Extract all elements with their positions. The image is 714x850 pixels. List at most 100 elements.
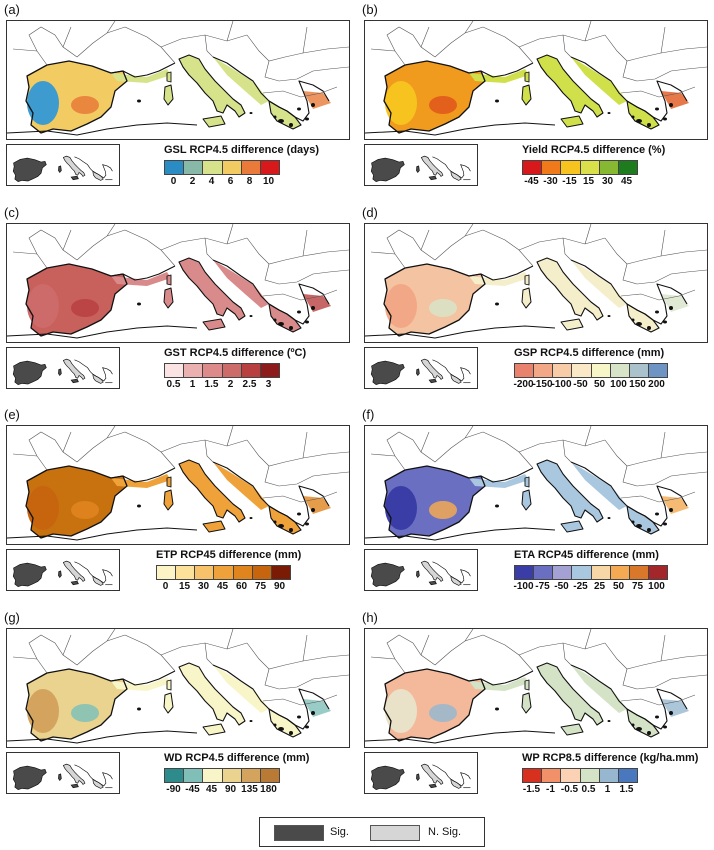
legend-swatch (618, 161, 638, 174)
legend-tick-label: 150 (629, 379, 646, 390)
legend-tick-label: 100 (610, 379, 627, 390)
legend-color-bar (164, 768, 280, 783)
legend-tick-label: -1 (546, 784, 555, 795)
western-iberia-region (385, 689, 417, 733)
legend-swatch (271, 566, 290, 579)
significance-inset-map (6, 752, 120, 794)
panel-label: (f) (362, 407, 375, 422)
legend-color-bar (156, 565, 291, 580)
italy-region (537, 460, 603, 522)
corsica-region (525, 477, 529, 487)
legend-ticks: -1.5 -1 -0.5 0.5 1 1.5 (522, 784, 636, 798)
legend-swatch (260, 161, 280, 174)
legend-tick-label: -100 (551, 379, 572, 390)
sardinia-region (522, 85, 531, 105)
legend-tick-label: 200 (648, 379, 665, 390)
legend-swatch (629, 364, 649, 377)
legend-tick-label: 2 (227, 379, 234, 390)
legend-tick-label: 15 (178, 581, 191, 592)
legend-swatch (515, 566, 535, 579)
central-iberia-patch (71, 299, 99, 317)
western-iberia-region (27, 486, 59, 530)
panel-label: (d) (362, 205, 378, 220)
central-iberia-patch (71, 704, 99, 722)
western-iberia-region (385, 81, 417, 125)
legend-tick-label: -150 (532, 379, 553, 390)
legend-title: Yield RCP4.5 difference (%) (522, 144, 666, 156)
legend-tick-label: 1.5 (204, 379, 219, 390)
legend-swatch (534, 566, 554, 579)
sardinia-region (522, 693, 531, 713)
legend-color-bar (164, 363, 280, 378)
sicily-region (561, 319, 583, 330)
legend-tick-label: 30 (601, 176, 614, 187)
legend-ticks: -200 -150 -100 -50 50 100 150 200 (513, 379, 666, 393)
legend-title: GSP RCP4.5 difference (mm) (514, 347, 665, 359)
panel-map (364, 628, 708, 748)
central-iberia-patch (71, 96, 99, 114)
legend-swatch (610, 566, 630, 579)
sardinia-region (164, 490, 173, 510)
legend-swatch (165, 161, 185, 174)
legend-color-bar (522, 768, 638, 783)
legend-swatch (260, 364, 280, 377)
adriatic-coast-region (213, 665, 269, 713)
legend-color-bar (514, 363, 668, 378)
legend-swatch (580, 769, 600, 782)
panel-map (6, 20, 350, 140)
sicily-region (561, 116, 583, 127)
legend-swatch (203, 769, 223, 782)
western-iberia-region (385, 284, 417, 328)
legend-swatch (523, 161, 543, 174)
central-iberia-patch (429, 299, 457, 317)
legend-swatch (591, 364, 611, 377)
legend-tick-label: -30 (543, 176, 558, 187)
significance-legend: Sig. N. Sig. (259, 817, 485, 847)
significance-inset-map (364, 752, 478, 794)
italy-region (537, 663, 603, 725)
legend-swatch (599, 161, 619, 174)
sardinia-region (164, 693, 173, 713)
panel-map (6, 223, 350, 343)
significant-label: Sig. (330, 826, 349, 838)
legend-tick-label: 3 (265, 379, 272, 390)
italy-region (179, 55, 245, 117)
significant-swatch (274, 825, 324, 841)
legend-swatch (561, 769, 581, 782)
legend-title: GSL RCP4.5 difference (days) (164, 144, 320, 156)
panel-label: (e) (4, 407, 20, 422)
greece-region (627, 101, 659, 129)
significance-inset-map (364, 347, 478, 389)
legend-tick-label: -200 (513, 379, 534, 390)
legend-swatch (542, 769, 562, 782)
legend-tick-label: 2 (189, 176, 196, 187)
sicily-region (561, 724, 583, 735)
corsica-region (167, 275, 171, 285)
legend-tick-label: -0.5 (560, 784, 579, 795)
panel-label: (g) (4, 610, 20, 625)
greece-region (627, 304, 659, 332)
legend-swatch (648, 566, 667, 579)
legend-title: ETA RCP45 difference (mm) (514, 549, 659, 561)
panel-label: (a) (4, 2, 20, 17)
legend-title: GST RCP4.5 difference (ºC) (164, 347, 307, 359)
panel-label: (c) (4, 205, 20, 220)
adriatic-coast-region (571, 665, 627, 713)
legend-tick-label: 6 (227, 176, 234, 187)
legend-tick-label: 180 (260, 784, 277, 795)
legend-ticks: 0 15 30 45 60 75 90 (156, 581, 289, 595)
legend-tick-label: 45 (620, 176, 633, 187)
adriatic-coast-region (571, 57, 627, 105)
legend-tick-label: -90 (166, 784, 181, 795)
legend-tick-label: 100 (648, 581, 665, 592)
legend-tick-label: 0.5 (166, 379, 181, 390)
sardinia-region (164, 85, 173, 105)
legend-ticks: -90 -45 45 90 135 180 (164, 784, 278, 798)
western-iberia-region (27, 81, 59, 125)
legend-tick-label: 50 (593, 379, 606, 390)
legend-tick-label: -45 (524, 176, 539, 187)
legend-tick-label: 0 (162, 581, 169, 592)
sardinia-region (164, 288, 173, 308)
legend-tick-label: -25 (573, 581, 588, 592)
legend-tick-label: -100 (513, 581, 534, 592)
